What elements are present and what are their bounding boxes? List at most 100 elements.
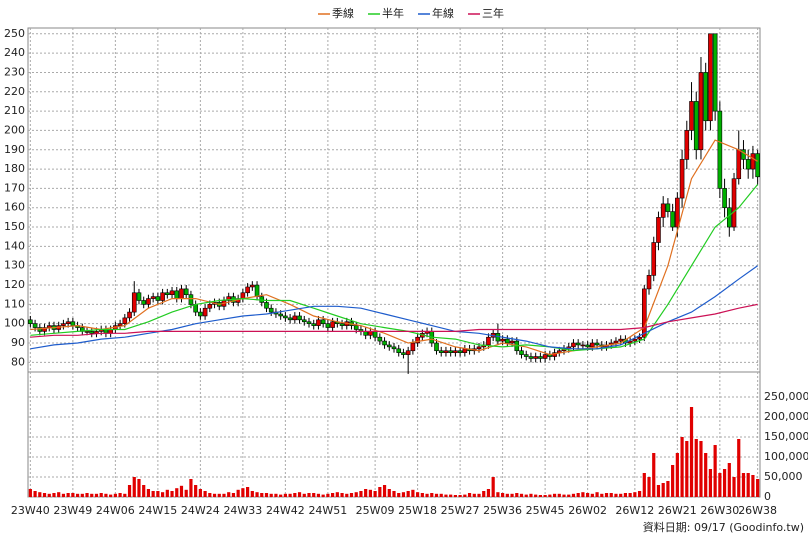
volume-bar bbox=[519, 493, 524, 497]
candle-body bbox=[325, 323, 331, 328]
volume-bar bbox=[449, 494, 453, 497]
volume-bar bbox=[52, 493, 56, 497]
candle-body bbox=[590, 342, 595, 348]
volume-bar bbox=[61, 493, 66, 497]
y2-tick-label: 0 bbox=[764, 490, 771, 503]
y-tick-label: 80 bbox=[11, 355, 25, 368]
candle-body bbox=[646, 275, 652, 290]
volume-bar bbox=[42, 493, 47, 497]
volume-bar bbox=[529, 493, 533, 497]
volume-bar bbox=[312, 493, 316, 497]
volume-bar bbox=[274, 493, 278, 497]
candle-body bbox=[155, 296, 161, 301]
volume-bar bbox=[194, 485, 198, 497]
candle-body bbox=[641, 288, 647, 338]
volume-bar bbox=[458, 495, 462, 497]
candle-body bbox=[571, 342, 576, 348]
candle-body bbox=[693, 101, 699, 151]
candle-body bbox=[448, 350, 453, 353]
plot-frame bbox=[27, 27, 761, 498]
volume-bar bbox=[160, 492, 165, 497]
volume-bar bbox=[727, 463, 731, 497]
candle-body bbox=[42, 327, 47, 332]
candle-body bbox=[382, 340, 387, 346]
candle-body bbox=[401, 352, 406, 355]
candle-body bbox=[656, 217, 661, 243]
volume-bar bbox=[231, 493, 236, 497]
candle-body bbox=[122, 317, 128, 324]
volume-bar bbox=[227, 492, 231, 497]
volume-bar bbox=[123, 493, 127, 497]
volume-bar bbox=[434, 493, 439, 497]
candle-body bbox=[146, 298, 151, 305]
volume-bar bbox=[444, 494, 448, 497]
candle-body bbox=[476, 346, 482, 350]
volume-bar bbox=[496, 492, 500, 497]
volume-bar bbox=[543, 495, 547, 497]
x-tick-label: 26W30 bbox=[700, 504, 739, 517]
volume-bar bbox=[118, 493, 122, 497]
y-tick-label: 90 bbox=[11, 336, 25, 349]
x-tick-label: 26W38 bbox=[738, 504, 777, 517]
candle-body bbox=[405, 350, 411, 355]
volume-bar bbox=[335, 492, 339, 497]
candle-body bbox=[750, 153, 756, 170]
volume-bar bbox=[595, 492, 599, 497]
volume-bar bbox=[453, 495, 457, 497]
volume-bar bbox=[364, 489, 368, 497]
volume-bar bbox=[600, 493, 604, 497]
candle-body bbox=[353, 325, 359, 330]
candle-body bbox=[462, 348, 468, 353]
volume-bar bbox=[203, 491, 207, 497]
volume-bar bbox=[255, 492, 259, 497]
volume-bar bbox=[109, 494, 113, 497]
volume-bar bbox=[359, 491, 363, 497]
volume-bar bbox=[75, 493, 80, 497]
candle-body bbox=[372, 331, 378, 338]
candle-body bbox=[46, 325, 52, 328]
candle-body bbox=[509, 340, 515, 344]
volume-bar bbox=[425, 493, 429, 497]
volume-bar bbox=[264, 493, 269, 497]
candle-body bbox=[198, 311, 203, 317]
x-tick-label: 23W49 bbox=[53, 504, 92, 517]
candle-body bbox=[386, 344, 392, 348]
volume-bar bbox=[534, 494, 538, 497]
volume-bar bbox=[269, 493, 273, 497]
volume-bar bbox=[633, 492, 637, 497]
candle-body bbox=[727, 207, 732, 228]
candle-body bbox=[174, 290, 180, 299]
volume-bar bbox=[562, 494, 566, 497]
candle-body bbox=[292, 315, 298, 321]
volume-bar bbox=[165, 489, 169, 497]
volume-bar bbox=[467, 493, 472, 497]
legend-label: 季線 bbox=[332, 6, 354, 20]
y-tick-label: 180 bbox=[4, 162, 25, 175]
volume-bar bbox=[293, 493, 297, 497]
y-tick-label: 120 bbox=[4, 278, 25, 291]
x-tick-label: 26W21 bbox=[658, 504, 697, 517]
candle-body bbox=[618, 338, 623, 342]
volume-bar bbox=[189, 479, 193, 497]
volume-bar bbox=[132, 477, 136, 497]
volume-bar bbox=[557, 493, 561, 497]
y-tick-label: 230 bbox=[4, 65, 25, 78]
volume-bar bbox=[302, 493, 306, 497]
candle-body bbox=[410, 342, 416, 352]
y2-tick-label: 100,000 bbox=[764, 450, 808, 463]
volume-bar bbox=[552, 493, 557, 497]
volume-bar bbox=[689, 407, 694, 497]
volume-bar bbox=[699, 441, 703, 497]
volume-bar bbox=[515, 493, 519, 497]
volume-bar bbox=[751, 475, 755, 497]
volume-bar bbox=[127, 485, 132, 497]
volume-bar bbox=[250, 491, 254, 497]
volume-bar bbox=[184, 489, 188, 497]
volume-bar bbox=[628, 493, 632, 497]
candle-body bbox=[745, 159, 751, 170]
volume-bar bbox=[354, 492, 358, 497]
candle-body bbox=[169, 290, 175, 295]
y-tick-label: 150 bbox=[4, 220, 25, 233]
candle-body bbox=[575, 342, 581, 346]
volume-bar bbox=[614, 493, 618, 497]
